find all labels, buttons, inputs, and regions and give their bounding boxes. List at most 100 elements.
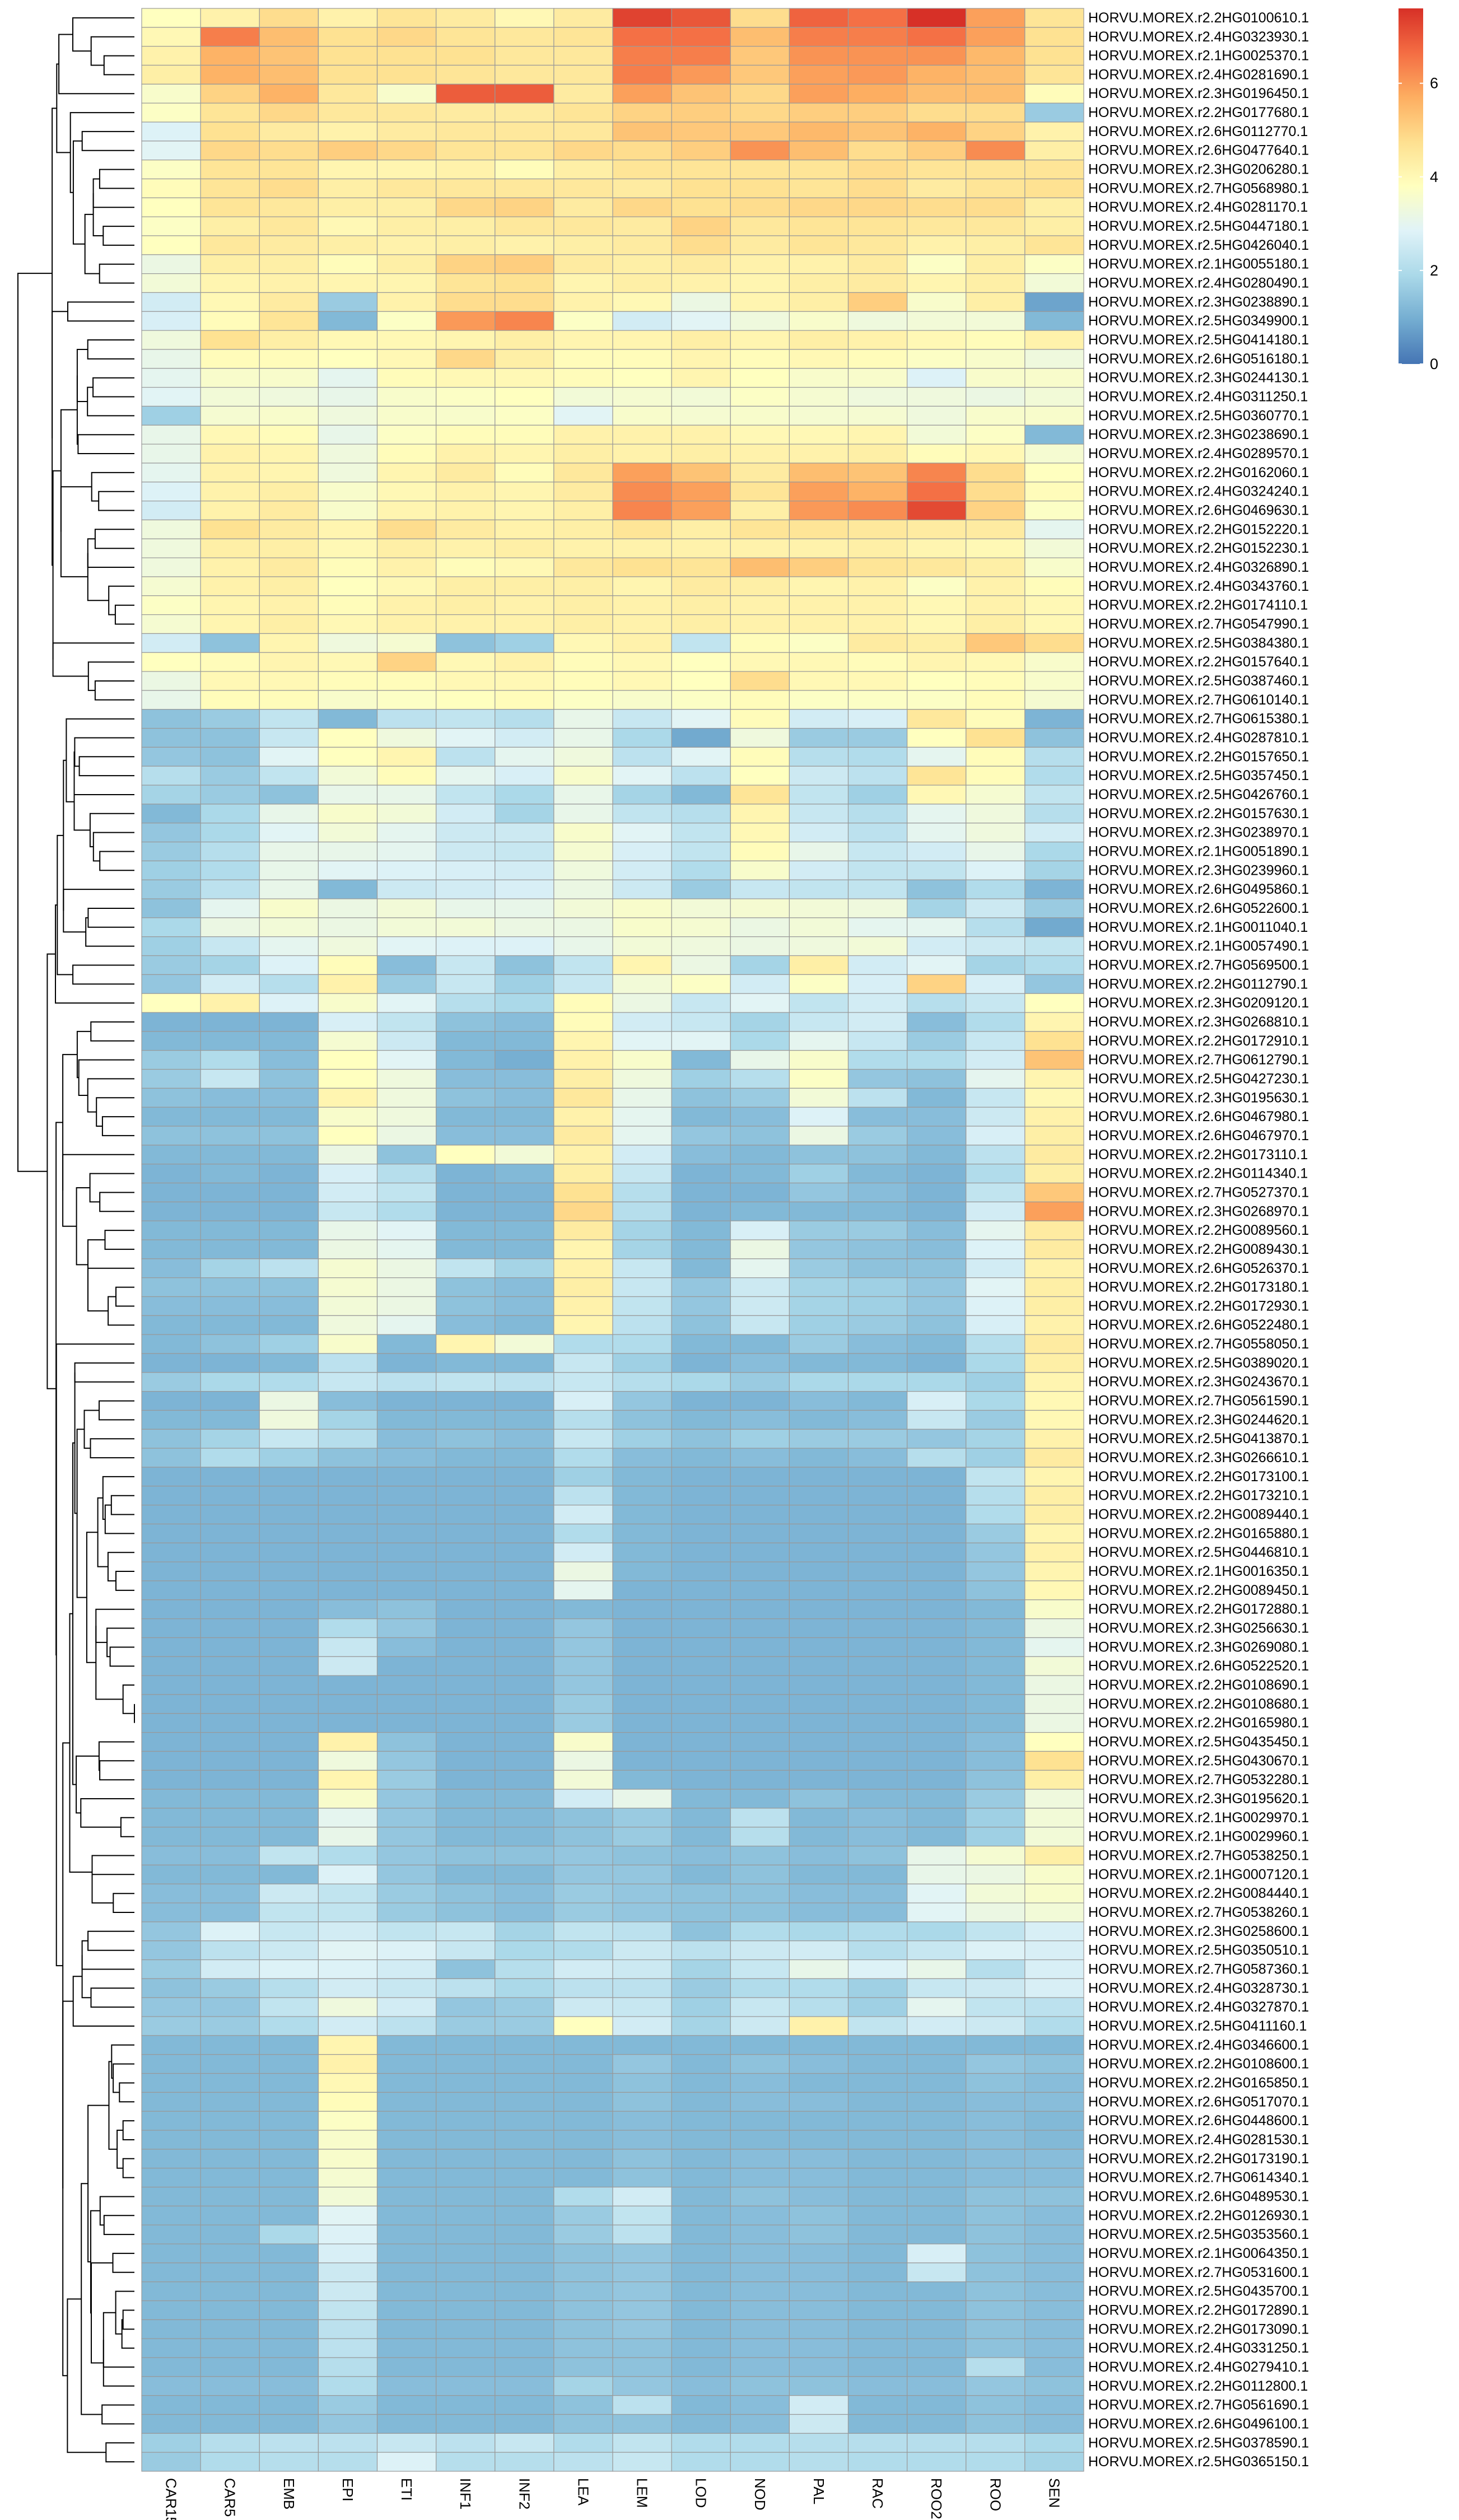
heatmap-cell [612, 1145, 672, 1165]
heatmap-cell [789, 519, 849, 539]
row-label: HORVU.MOREX.r2.4HG0281170.1 [1088, 199, 1308, 215]
heatmap-cell [318, 1467, 378, 1487]
heatmap-cell [200, 64, 260, 85]
heatmap-cell [612, 1410, 672, 1430]
heatmap-cell [200, 1126, 260, 1146]
heatmap-cell [966, 2073, 1026, 2093]
heatmap-cell [200, 2414, 260, 2434]
heatmap-cell [789, 804, 849, 824]
heatmap-cell [730, 2414, 790, 2434]
heatmap-cell [789, 1599, 849, 1620]
heatmap-cell [966, 463, 1026, 483]
heatmap-cell [141, 1334, 201, 1354]
heatmap-cell [847, 557, 908, 577]
heatmap-cell [259, 538, 319, 558]
row-label: HORVU.MOREX.r2.4HG0279410.1 [1088, 2359, 1309, 2375]
heatmap-cell [612, 122, 672, 142]
heatmap-cell [612, 1164, 672, 1184]
heatmap-cell [141, 1088, 201, 1108]
heatmap-cell [200, 785, 260, 805]
heatmap-cell [259, 1315, 319, 1335]
heatmap-cell [553, 2035, 613, 2055]
heatmap-cell [789, 1486, 849, 1506]
heatmap-cell [671, 1940, 731, 1961]
heatmap-cell [847, 330, 908, 350]
dendrogram-branch [89, 1173, 134, 1203]
heatmap-cell [318, 898, 378, 918]
row-label: HORVU.MOREX.r2.1HG0029970.1 [1088, 1810, 1309, 1826]
heatmap-cell [259, 2054, 319, 2074]
dendrogram-branch [67, 2298, 106, 2453]
heatmap-cell [907, 538, 967, 558]
heatmap-cell [495, 1732, 554, 1752]
heatmap-cell [907, 102, 967, 123]
heatmap-cell [847, 1107, 908, 1127]
heatmap-cell [966, 1864, 1026, 1884]
heatmap-cell [200, 595, 260, 615]
heatmap-cell [495, 2357, 554, 2377]
heatmap-cell [789, 1883, 849, 1903]
heatmap-cell [671, 368, 731, 388]
dendrogram-branch [62, 2000, 73, 2377]
heatmap-cell [495, 2149, 554, 2169]
heatmap-cell [553, 235, 613, 255]
heatmap-cell [1024, 519, 1084, 539]
heatmap-cell [141, 785, 201, 805]
heatmap-cell [966, 709, 1026, 729]
heatmap-cell [789, 254, 849, 274]
heatmap-cell [436, 2224, 496, 2244]
heatmap-cell [376, 746, 437, 767]
heatmap-cell [495, 1940, 554, 1961]
dendrogram-branch [52, 311, 68, 566]
heatmap-cell [376, 1542, 437, 1562]
heatmap-cell [612, 349, 672, 369]
heatmap-cell [907, 576, 967, 596]
heatmap-cell [436, 1277, 496, 1298]
heatmap-cell [1024, 879, 1084, 899]
heatmap-cell [1024, 898, 1084, 918]
heatmap-cell [141, 1107, 201, 1127]
row-label: HORVU.MOREX.r2.7HG0527370.1 [1088, 1184, 1309, 1200]
heatmap-cell [200, 405, 260, 426]
heatmap-cell [847, 690, 908, 710]
heatmap-cell [553, 1182, 613, 1202]
heatmap-cell [436, 387, 496, 407]
row-label: HORVU.MOREX.r2.7HG0614340.1 [1088, 2170, 1309, 2186]
heatmap-cell [141, 1997, 201, 2017]
heatmap-cell [436, 993, 496, 1013]
row-label: HORVU.MOREX.r2.2HG0157640.1 [1088, 654, 1309, 670]
heatmap-cell [495, 273, 554, 293]
row-label: HORVU.MOREX.r2.1HG0016350.1 [1088, 1564, 1309, 1579]
heatmap-cell [553, 1675, 613, 1695]
heatmap-cell [1024, 1808, 1084, 1828]
heatmap-cell [907, 1599, 967, 1620]
row-label: HORVU.MOREX.r2.5HG0413870.1 [1088, 1431, 1309, 1446]
heatmap-cell [847, 519, 908, 539]
heatmap-cell [259, 311, 319, 331]
heatmap-cell [376, 2054, 437, 2074]
heatmap-cell [318, 1770, 378, 1790]
row-label: HORVU.MOREX.r2.7HG0561590.1 [1088, 1393, 1309, 1409]
heatmap-cell [376, 2376, 437, 2396]
heatmap-cell [966, 2186, 1026, 2206]
heatmap-cell [789, 1372, 849, 1392]
heatmap-cell [318, 1201, 378, 1221]
dendrogram-branch [94, 680, 134, 701]
column-label: INF1 [457, 2478, 474, 2509]
heatmap-cell [553, 8, 613, 28]
heatmap-cell [789, 936, 849, 956]
row-label: HORVU.MOREX.r2.2HG0173090.1 [1088, 2321, 1309, 2337]
heatmap-cell [200, 1088, 260, 1108]
heatmap-cell [495, 1618, 554, 1639]
heatmap-cell [318, 2130, 378, 2150]
heatmap-cell [141, 1145, 201, 1165]
dendrogram-branch [99, 169, 134, 189]
row-label: HORVU.MOREX.r2.5HG0365150.1 [1088, 2454, 1309, 2470]
heatmap-cell [318, 1789, 378, 1809]
heatmap-cell [495, 368, 554, 388]
heatmap-cell [495, 633, 554, 653]
heatmap-cell [436, 2433, 496, 2453]
heatmap-cell [376, 141, 437, 161]
heatmap-cell [847, 1277, 908, 1298]
heatmap-cell [436, 2092, 496, 2112]
